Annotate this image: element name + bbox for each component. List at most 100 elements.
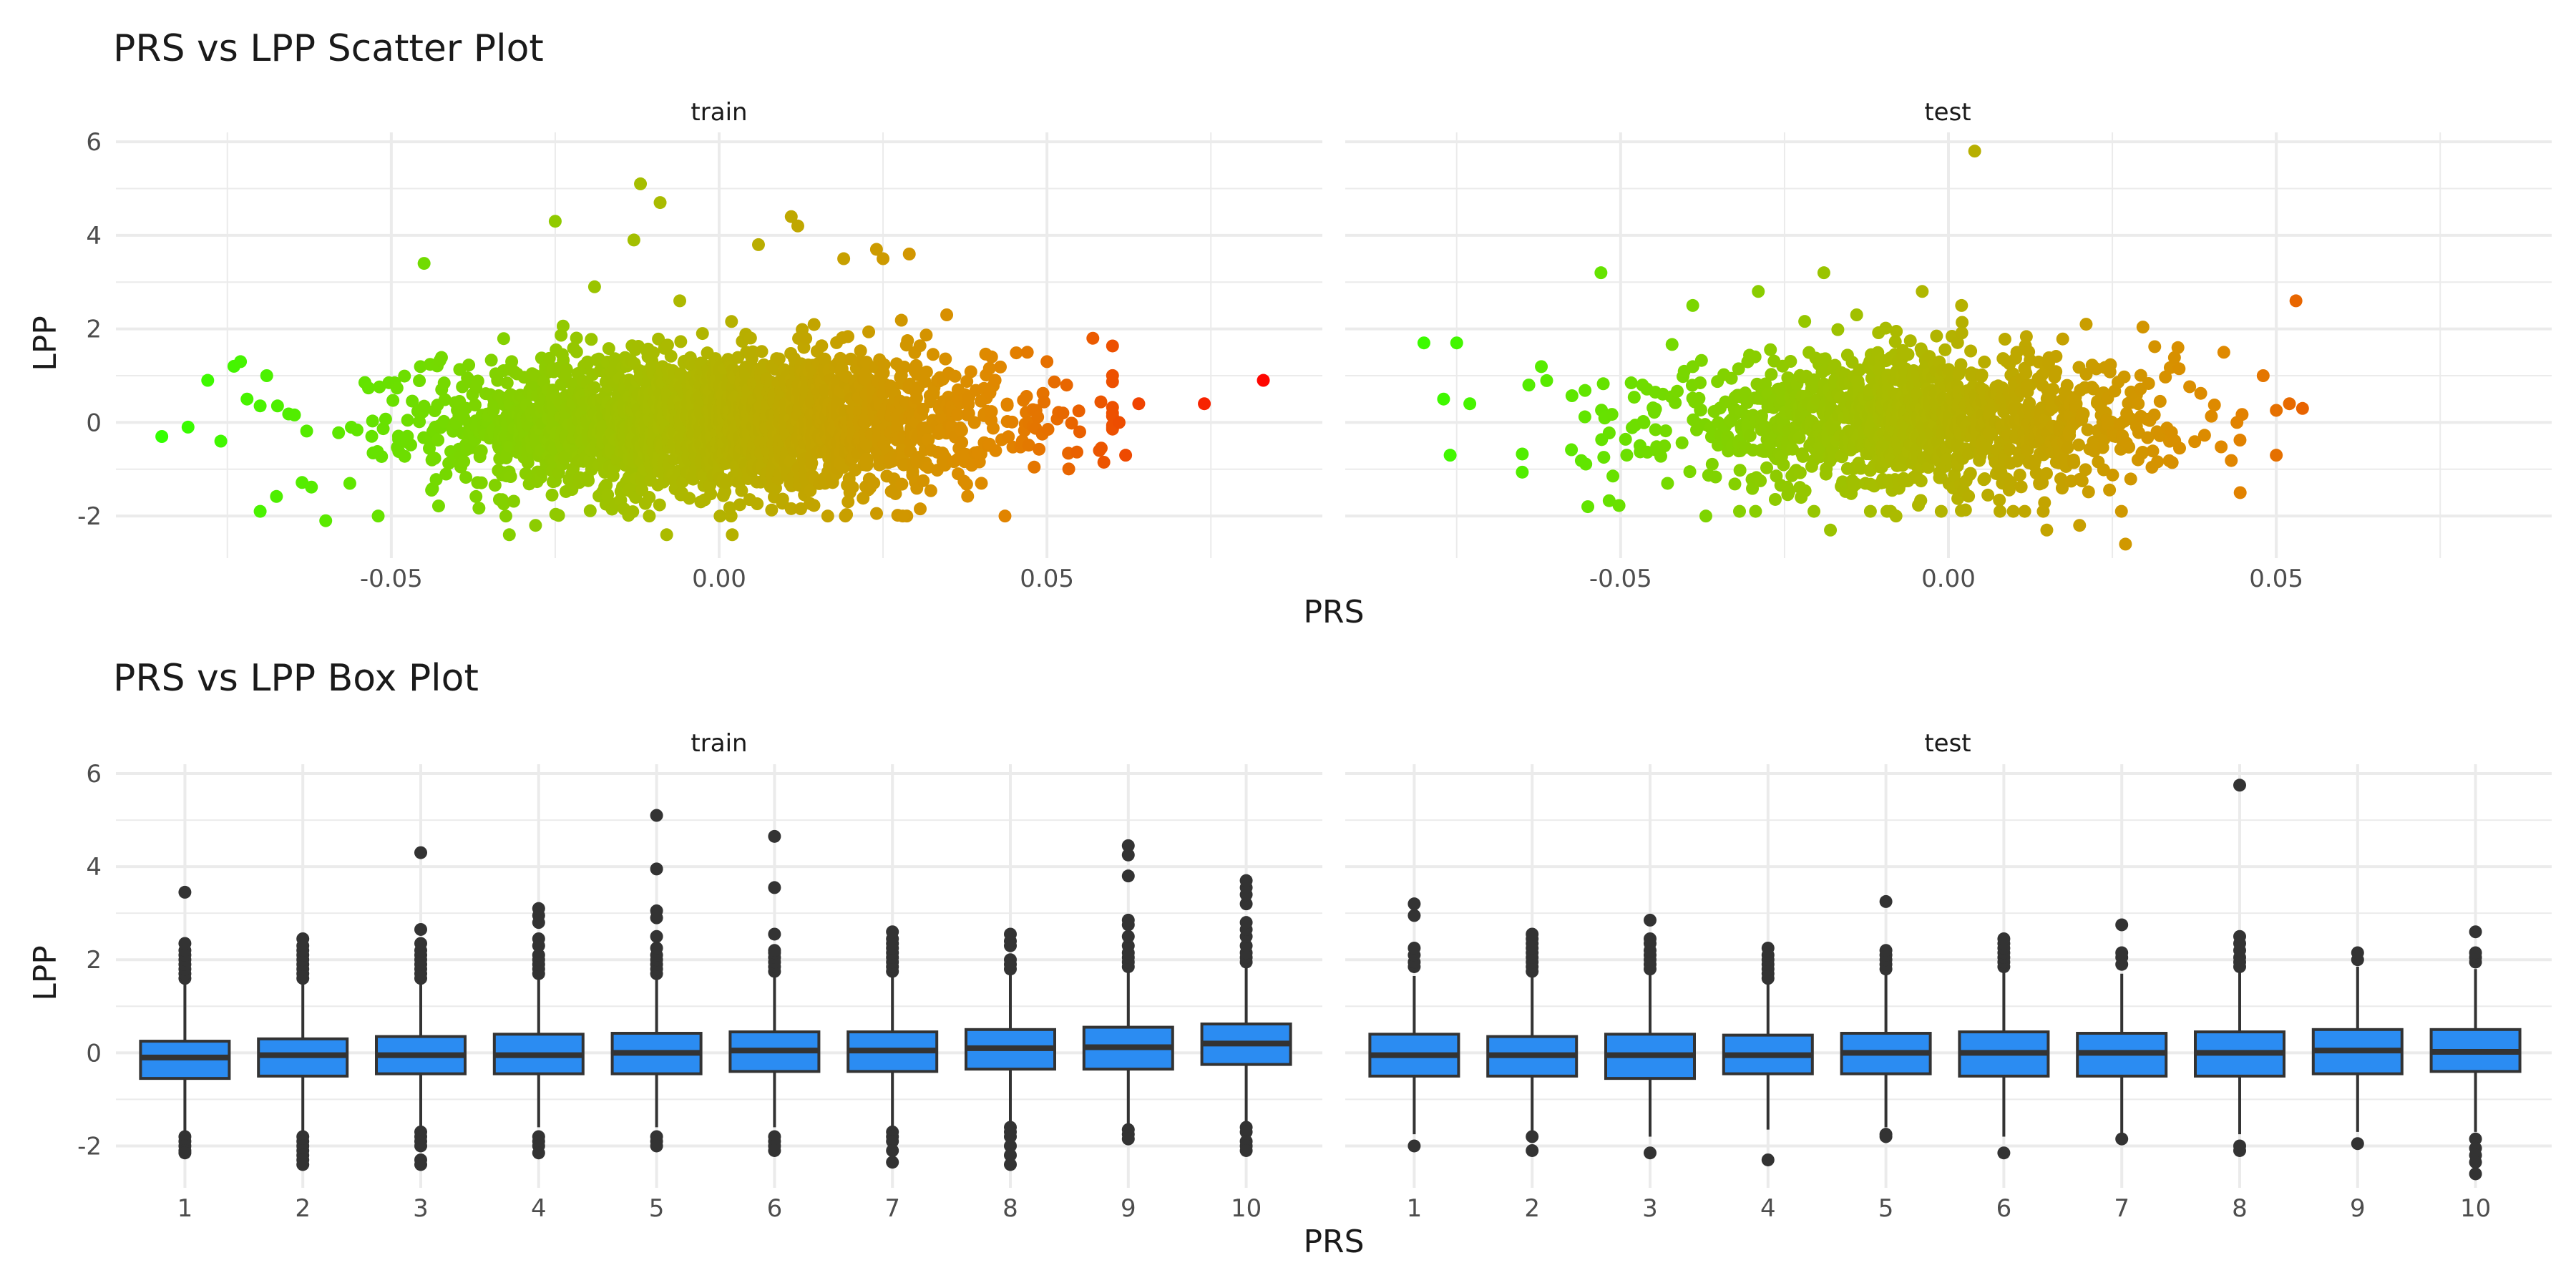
scatter-train-point bbox=[529, 519, 542, 532]
box-outlier bbox=[768, 881, 781, 894]
scatter-train-point bbox=[765, 503, 779, 517]
scatter-strip-test: test bbox=[1924, 98, 1971, 127]
box-outlier bbox=[1407, 941, 1421, 955]
scatter-test-point bbox=[1998, 333, 2011, 346]
scatter-train-point bbox=[585, 333, 598, 346]
scatter-train-point bbox=[653, 498, 666, 512]
scatter-test-point bbox=[2146, 444, 2160, 458]
scatter-train-point bbox=[474, 444, 488, 458]
box-outlier bbox=[178, 937, 192, 950]
box-outlier bbox=[1003, 1130, 1017, 1143]
scatter-train-point bbox=[404, 438, 418, 452]
scatter-train-point bbox=[985, 350, 998, 364]
scatter-test-point bbox=[2172, 362, 2186, 376]
box-outlier bbox=[1121, 939, 1135, 952]
scatter-test-point bbox=[1964, 344, 1978, 358]
scatter-test-point bbox=[1516, 447, 1529, 461]
box-outlier bbox=[178, 885, 192, 899]
scatter-train-point bbox=[821, 509, 834, 523]
scatter-test-point bbox=[1417, 336, 1430, 350]
box-outlier bbox=[650, 809, 663, 822]
scatter-test-point bbox=[2004, 476, 2017, 489]
scatter-train-point bbox=[431, 434, 445, 447]
scatter-test-point bbox=[1659, 424, 1672, 438]
box-outlier bbox=[1003, 927, 1017, 941]
box-outlier bbox=[414, 937, 428, 950]
box-outlier bbox=[886, 1143, 899, 1157]
scatter-test-point bbox=[2014, 480, 2028, 494]
scatter-test-point bbox=[2038, 496, 2051, 509]
scatter-test-point bbox=[2079, 318, 2093, 331]
scatter-test-point bbox=[2173, 441, 2187, 455]
scatter-train-point bbox=[751, 238, 765, 251]
scatter-test-point bbox=[1962, 489, 1976, 503]
scatter-test-point bbox=[1693, 376, 1707, 389]
scatter-test-point bbox=[1732, 362, 1745, 376]
box-outlier bbox=[1407, 1139, 1421, 1153]
scatter-train-point bbox=[804, 484, 817, 497]
box-outlier bbox=[2115, 918, 2129, 932]
scatter-train-point bbox=[582, 474, 595, 487]
box-outlier bbox=[2351, 946, 2364, 960]
scatter-train-point bbox=[869, 243, 883, 256]
box-outlier bbox=[2233, 779, 2246, 792]
scatter-test-point bbox=[2142, 376, 2155, 390]
scatter-train-point bbox=[818, 352, 831, 366]
box-outlier bbox=[1121, 869, 1135, 883]
scatter-train-point bbox=[1062, 462, 1075, 476]
scatter-train-x-tick-label: 0.00 bbox=[692, 565, 746, 593]
box-outlier bbox=[296, 932, 310, 945]
scatter-panel-train: -0.05 0.00 0.05 -2 0 2 4 6 bbox=[77, 128, 1322, 593]
scatter-train-point bbox=[989, 444, 1002, 457]
scatter-train-point bbox=[587, 381, 601, 394]
box-y-axis-title: LPP bbox=[27, 945, 64, 1001]
scatter-train-point bbox=[634, 177, 648, 190]
scatter-train-point bbox=[428, 452, 441, 465]
scatter-train-point bbox=[429, 473, 443, 487]
scatter-test-point bbox=[1694, 353, 1708, 367]
scatter-train-point bbox=[982, 361, 996, 375]
scatter-test-point bbox=[1637, 416, 1651, 429]
scatter-train-point bbox=[994, 360, 1008, 374]
box-outlier bbox=[414, 1158, 428, 1171]
box-outlier bbox=[2233, 1143, 2246, 1157]
scatter-train-point bbox=[305, 480, 318, 494]
scatter-train-point bbox=[755, 345, 769, 358]
scatter-test-point bbox=[2283, 397, 2296, 411]
scatter-test-point bbox=[2063, 429, 2077, 442]
scatter-train-point bbox=[961, 489, 975, 503]
scatter-test-point bbox=[2114, 504, 2128, 518]
scatter-test-point bbox=[2077, 407, 2090, 421]
scatter-train-point bbox=[1119, 449, 1133, 462]
scatter-test-point bbox=[1620, 449, 1634, 462]
scatter-train-point bbox=[401, 414, 414, 427]
scatter-test-point bbox=[2197, 429, 2211, 442]
scatter-test-point bbox=[2296, 401, 2309, 415]
scatter-test-point bbox=[2046, 382, 2060, 396]
scatter-train-point bbox=[1094, 395, 1108, 409]
box-outlier bbox=[2469, 1156, 2482, 1169]
scatter-test-point bbox=[1597, 451, 1611, 464]
scatter-test-point bbox=[1746, 482, 1760, 495]
box-train-box-9 bbox=[1082, 839, 1174, 1146]
scatter-train-point bbox=[457, 455, 471, 469]
scatter-test-x-tick-label: 0.05 bbox=[2249, 565, 2303, 593]
scatter-test-point bbox=[1978, 472, 1991, 485]
scatter-train-point bbox=[1106, 339, 1119, 353]
box-test-box-8 bbox=[2193, 779, 2285, 1157]
scatter-test-point bbox=[2153, 394, 2167, 408]
box-outlier bbox=[768, 944, 781, 957]
box-train-box-5 bbox=[610, 809, 703, 1153]
scatter-train-point bbox=[583, 504, 597, 517]
scatter-train-point bbox=[438, 393, 452, 406]
scatter-train-point bbox=[270, 399, 284, 413]
scatter-test-point bbox=[2018, 504, 2031, 518]
scatter-train-point bbox=[439, 467, 453, 481]
scatter-x-axis-title: PRS bbox=[1303, 594, 1364, 630]
scatter-test-point bbox=[1958, 503, 1972, 517]
scatter-test-point bbox=[1596, 377, 1610, 391]
scatter-train-point bbox=[725, 315, 738, 328]
scatter-train-point bbox=[505, 355, 519, 369]
scatter-test-x-tick-label: -0.05 bbox=[1589, 565, 1652, 593]
box-outlier bbox=[2469, 1167, 2482, 1181]
